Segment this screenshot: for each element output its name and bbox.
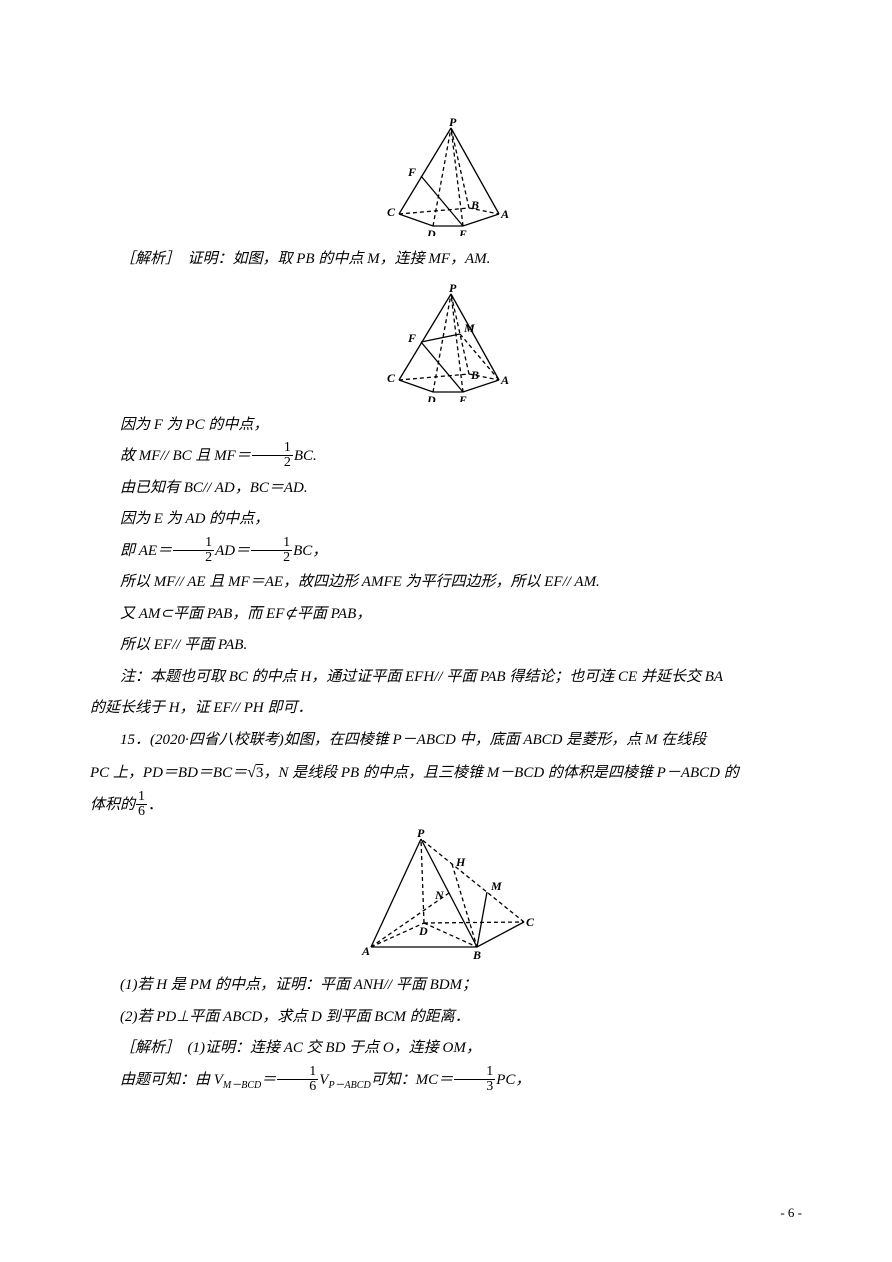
figure-2-svg: P F C D E A B M	[381, 282, 511, 402]
para-l11d: 体积的16．	[90, 790, 802, 822]
label-P: P	[449, 282, 457, 295]
label-E: E	[458, 227, 467, 236]
para-l10b: 的延长线于 H，证 EF// PH 即可．	[90, 693, 802, 725]
label-B: B	[470, 198, 479, 212]
para-l11a: 15．(2020·四省八校联考)如图，在四棱锥 P－ABCD 中，底面 ABCD…	[90, 725, 802, 757]
label-F: F	[407, 331, 416, 345]
para-l11b: PC 上，PD＝BD＝BC＝√3，N 是线段 PB 的中点，且三棱锥 M－BCD…	[90, 756, 802, 790]
para-l7: 所以 MF// AE 且 MF＝AE，故四边形 AMFE 为平行四边形，所以 E…	[90, 567, 802, 599]
para-l9: 所以 EF// 平面 PAB.	[90, 630, 802, 662]
para-solution-intro: ［解析］ 证明：如图，取 PB 的中点 M，连接 MF，AM.	[90, 244, 802, 276]
label-D: D	[418, 924, 428, 938]
label-C: C	[526, 915, 534, 929]
label-A: A	[500, 207, 509, 221]
fraction-sixth-1: 16	[136, 790, 147, 819]
fraction-half-1: 12	[252, 441, 293, 470]
para-l4: 由已知有 BC// AD，BC＝AD.	[90, 473, 802, 505]
fraction-half-2: 12	[173, 536, 214, 565]
para-l13: (2)若 PD⊥平面 ABCD，求点 D 到平面 BCM 的距离．	[90, 1002, 802, 1034]
label-D: D	[426, 393, 436, 402]
label-C: C	[387, 205, 396, 219]
label-F: F	[407, 165, 416, 179]
para-l8: 又 AM⊂平面 PAB，而 EF⊄平面 PAB，	[90, 599, 802, 631]
figure-3-svg: P H M N D C A B	[359, 827, 534, 962]
label-H: H	[455, 855, 466, 869]
label-P: P	[417, 827, 425, 840]
label-D: D	[426, 227, 436, 236]
figure-2: P F C D E A B M	[90, 282, 802, 402]
label-N: N	[434, 888, 445, 902]
fraction-sixth-2: 16	[277, 1065, 318, 1094]
para-l10: 注：本题也可取 BC 的中点 H，通过证平面 EFH// 平面 PAB 得结论；…	[90, 662, 802, 694]
fraction-half-3: 12	[251, 536, 292, 565]
page-number: - 6 -	[780, 1199, 802, 1226]
figure-1: P F C D E A B	[90, 116, 802, 236]
label-E: E	[458, 393, 467, 402]
para-l12: (1)若 H 是 PM 的中点，证明：平面 ANH// 平面 BDM；	[90, 970, 802, 1002]
para-l2: 因为 F 为 PC 的中点，	[90, 410, 802, 442]
label-C: C	[387, 371, 396, 385]
label-P: P	[449, 116, 457, 129]
label-M: M	[463, 321, 475, 335]
figure-3: P H M N D C A B	[90, 827, 802, 962]
para-l3: 故 MF// BC 且 MF＝12BC.	[90, 441, 802, 473]
para-l6: 即 AE＝12AD＝12BC，	[90, 536, 802, 568]
label-B: B	[472, 948, 481, 962]
para-l14: ［解析］ (1)证明：连接 AC 交 BD 于点 O，连接 OM，	[90, 1033, 802, 1065]
label-A: A	[361, 944, 370, 958]
label-M: M	[490, 879, 502, 893]
para-l5: 因为 E 为 AD 的中点，	[90, 504, 802, 536]
fraction-third: 13	[454, 1065, 495, 1094]
figure-1-svg: P F C D E A B	[381, 116, 511, 236]
label-B: B	[470, 368, 479, 382]
para-l15: 由题可知：由 VM－BCD＝16VP－ABCD可知：MC＝13PC，	[90, 1065, 802, 1097]
label-A: A	[500, 373, 509, 387]
